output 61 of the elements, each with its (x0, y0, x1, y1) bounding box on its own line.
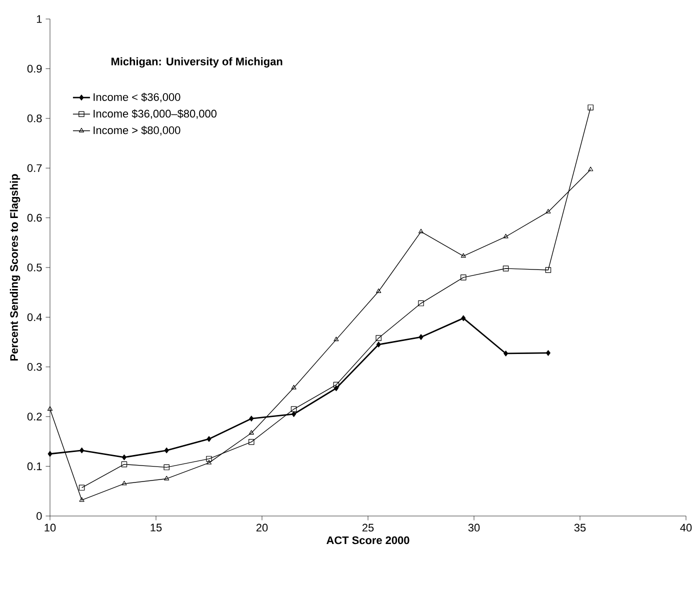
y-tick-label: 0.2 (27, 412, 42, 420)
legend-label: Income < $36,000 (94, 92, 180, 102)
point (290, 406, 297, 412)
point (164, 448, 169, 454)
y-tick-label: 0.7 (27, 164, 42, 172)
point (376, 288, 382, 293)
point (460, 274, 466, 280)
point (292, 411, 296, 418)
point (122, 454, 126, 460)
point (546, 350, 550, 356)
point (164, 464, 170, 470)
y-tick-label: 0.9 (27, 64, 42, 73)
point (48, 450, 52, 457)
point (79, 497, 84, 502)
x-tick-label: 35 (574, 524, 586, 532)
point (248, 439, 254, 445)
y-tick-label: 0.6 (27, 214, 42, 222)
point (418, 334, 424, 340)
point (291, 384, 296, 390)
point (418, 228, 424, 234)
x-tick-label: 10 (44, 524, 56, 532)
legend-label: Income > $80,000 (94, 126, 180, 136)
point (121, 461, 128, 468)
y-tick-label: 0.5 (27, 264, 42, 272)
y-tick-label: 0.4 (27, 313, 42, 322)
point (206, 436, 212, 442)
y-tick-label: 1 (36, 15, 42, 23)
x-tick-label: 40 (680, 524, 692, 532)
point (546, 208, 551, 214)
x-tick-label: 20 (256, 524, 268, 532)
point (333, 382, 340, 388)
point (545, 267, 552, 273)
point (502, 266, 509, 272)
point (248, 430, 254, 435)
point (334, 336, 339, 342)
point (504, 350, 508, 356)
x-tick-label: 25 (362, 524, 374, 532)
y-axis-title: Percent Sending Scores to Flagship (10, 174, 20, 361)
text: Michigan: University of Michigan (111, 57, 282, 68)
y-tick-label: 0.1 (27, 462, 42, 470)
point (122, 480, 127, 486)
y-tick-label: 0.3 (27, 363, 42, 371)
point (249, 416, 254, 422)
point (503, 234, 508, 238)
x-axis-title: ACT Score 2000 (326, 536, 410, 544)
point (461, 315, 466, 322)
point (206, 460, 212, 464)
x-tick-label: 15 (150, 524, 162, 532)
y-tick-label: 0.8 (27, 114, 42, 122)
x-tick-label: 30 (468, 524, 480, 532)
point (206, 456, 212, 462)
point (588, 104, 594, 110)
point (78, 484, 85, 491)
point (460, 253, 466, 258)
legend-label: Income $36,000–$80,000 (94, 109, 216, 119)
y-tick-label: 0 (36, 512, 42, 520)
point (80, 448, 84, 454)
point (164, 476, 170, 480)
point (376, 335, 382, 341)
point (418, 300, 424, 306)
point (376, 342, 381, 348)
